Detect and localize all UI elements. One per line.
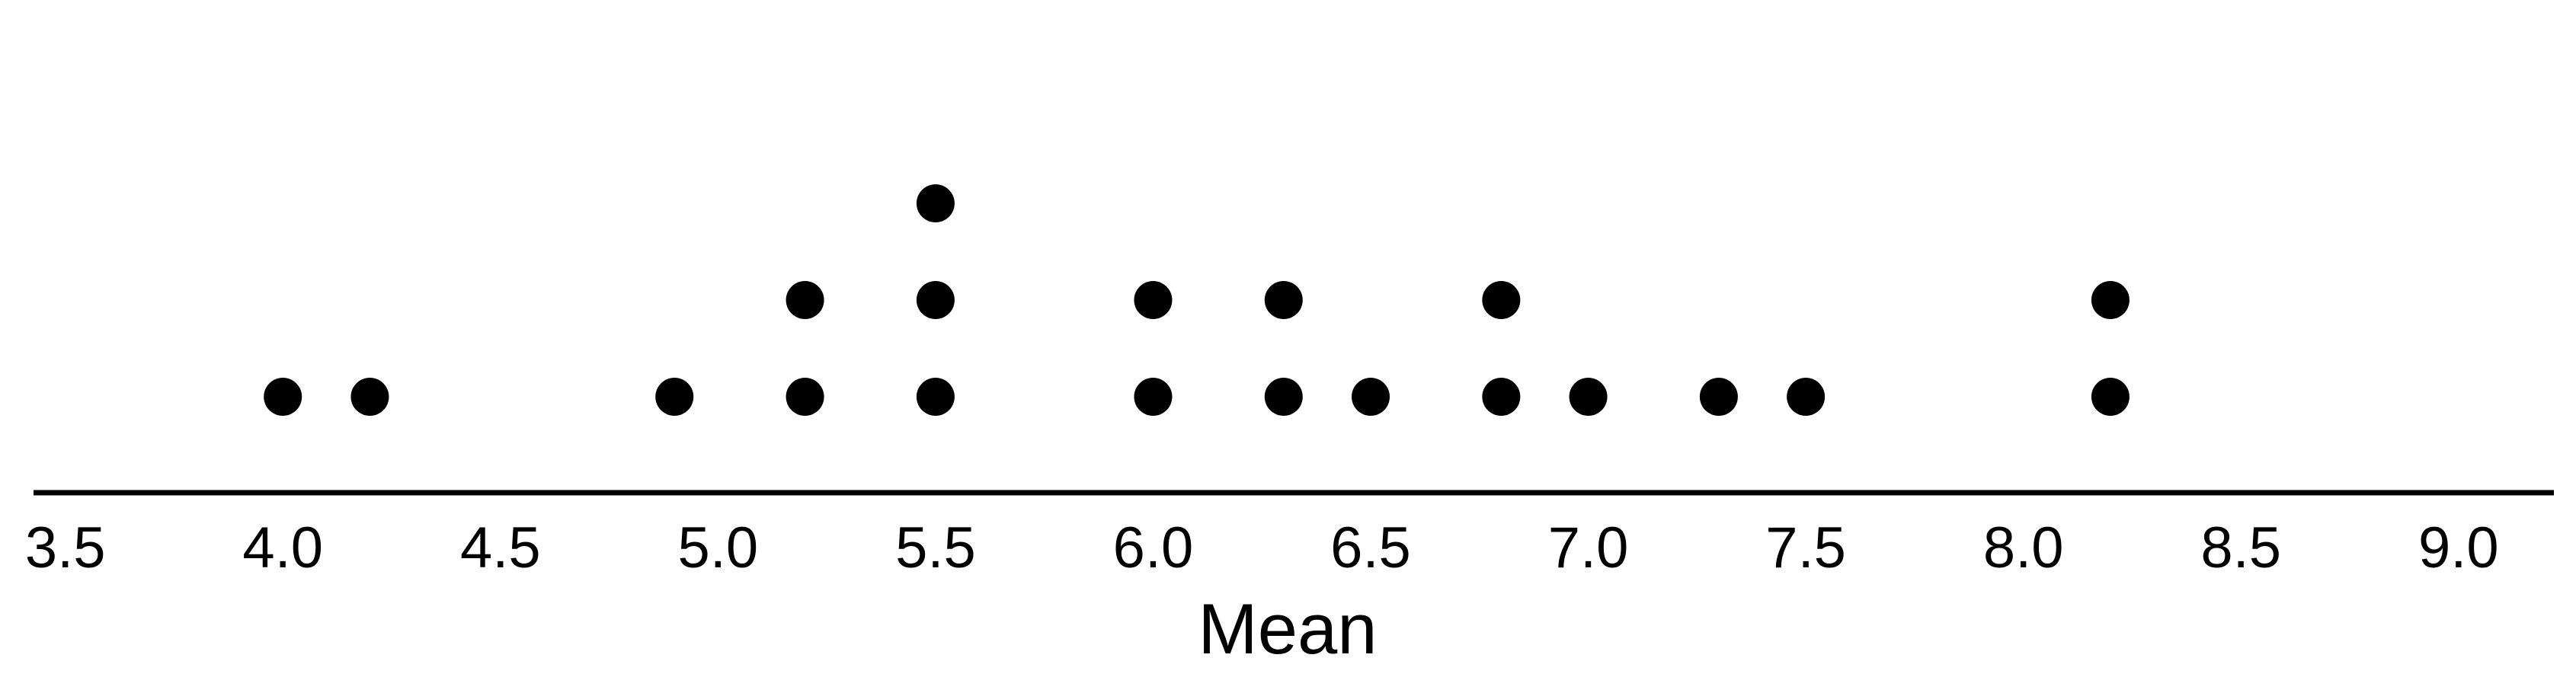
x-tick-label: 4.0 bbox=[242, 516, 323, 580]
x-tick-label: 9.0 bbox=[2418, 516, 2499, 580]
data-dot bbox=[916, 184, 955, 222]
x-tick-label: 5.0 bbox=[678, 516, 759, 580]
x-tick-label: 3.5 bbox=[25, 516, 106, 580]
data-dot bbox=[1482, 281, 1521, 319]
data-dot bbox=[1134, 281, 1173, 319]
data-dot bbox=[2091, 281, 2130, 319]
data-dot bbox=[350, 378, 389, 416]
x-tick-label: 7.5 bbox=[1765, 516, 1846, 580]
x-tick-label: 5.5 bbox=[895, 516, 976, 580]
data-dot bbox=[2091, 378, 2130, 416]
data-dot bbox=[1264, 281, 1303, 319]
data-dot bbox=[916, 378, 955, 416]
data-dot bbox=[916, 281, 955, 319]
data-dot bbox=[655, 378, 694, 416]
data-dot bbox=[786, 281, 824, 319]
x-tick-label: 6.5 bbox=[1330, 516, 1411, 580]
x-tick-label: 8.0 bbox=[1983, 516, 2064, 580]
data-dot bbox=[1569, 378, 1608, 416]
x-tick-label: 8.5 bbox=[2200, 516, 2281, 580]
data-dot bbox=[1482, 378, 1521, 416]
data-dot bbox=[1787, 378, 1826, 416]
x-tick-label: 4.5 bbox=[460, 516, 541, 580]
data-dot bbox=[786, 378, 824, 416]
x-axis-title: Mean bbox=[1198, 589, 1377, 669]
data-points bbox=[264, 184, 2130, 416]
x-tick-label: 7.0 bbox=[1548, 516, 1629, 580]
x-tick-label: 6.0 bbox=[1113, 516, 1194, 580]
x-tick-labels: 3.5 4.0 4.5 5.0 5.5 6.0 6.5 7.0 7.5 8.0 8.5 9.0 bbox=[25, 516, 2499, 580]
data-dot bbox=[1134, 378, 1173, 416]
data-dot bbox=[1699, 378, 1738, 416]
data-dot bbox=[1352, 378, 1390, 416]
data-dot bbox=[264, 378, 302, 416]
data-dot bbox=[1264, 378, 1303, 416]
